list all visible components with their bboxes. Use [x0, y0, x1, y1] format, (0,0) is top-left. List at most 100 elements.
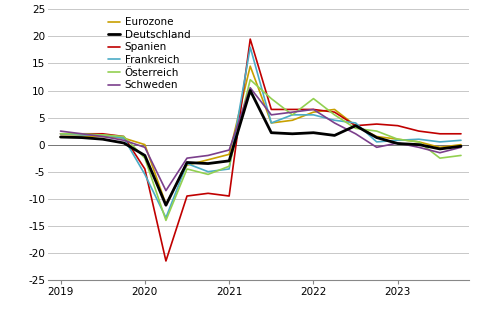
Deutschland — [142, 154, 148, 157]
Frankreich — [353, 121, 358, 125]
Spanien — [142, 167, 148, 171]
Österreich — [100, 133, 105, 137]
Schweden — [142, 146, 148, 149]
Eurozone — [79, 134, 84, 138]
Deutschland — [79, 136, 84, 139]
Spanien — [416, 129, 422, 133]
Deutschland — [353, 124, 358, 128]
Deutschland — [57, 135, 63, 139]
Deutschland — [289, 132, 295, 136]
Österreich — [226, 165, 232, 168]
Frankreich — [184, 162, 190, 165]
Schweden — [100, 135, 105, 138]
Spanien — [331, 110, 337, 114]
Spanien — [184, 194, 190, 198]
Österreich — [310, 97, 316, 100]
Frankreich — [205, 170, 211, 174]
Eurozone — [163, 202, 169, 206]
Eurozone — [374, 135, 379, 138]
Schweden — [205, 154, 211, 157]
Spanien — [163, 259, 169, 263]
Schweden — [289, 110, 295, 114]
Line: Österreich: Österreich — [60, 80, 461, 220]
Frankreich — [395, 138, 400, 142]
Deutschland — [121, 141, 126, 145]
Eurozone — [247, 64, 253, 68]
Eurozone — [226, 152, 232, 156]
Eurozone — [289, 118, 295, 122]
Spanien — [437, 132, 443, 136]
Line: Eurozone: Eurozone — [60, 66, 461, 204]
Frankreich — [142, 173, 148, 176]
Österreich — [374, 129, 379, 133]
Deutschland — [416, 143, 422, 146]
Österreich — [247, 78, 253, 81]
Spanien — [226, 194, 232, 198]
Frankreich — [79, 133, 84, 137]
Schweden — [79, 132, 84, 136]
Österreich — [395, 137, 400, 141]
Spanien — [353, 124, 358, 128]
Österreich — [268, 97, 274, 100]
Spanien — [268, 108, 274, 111]
Schweden — [226, 148, 232, 152]
Spanien — [395, 124, 400, 128]
Schweden — [184, 156, 190, 160]
Frankreich — [289, 113, 295, 117]
Spanien — [100, 132, 105, 136]
Eurozone — [331, 108, 337, 111]
Eurozone — [121, 136, 126, 140]
Schweden — [437, 151, 443, 155]
Schweden — [163, 189, 169, 193]
Spanien — [205, 192, 211, 195]
Schweden — [395, 141, 400, 145]
Eurozone — [142, 143, 148, 146]
Eurozone — [184, 163, 190, 167]
Österreich — [205, 173, 211, 176]
Eurozone — [416, 140, 422, 144]
Österreich — [353, 127, 358, 130]
Eurozone — [437, 146, 443, 149]
Eurozone — [100, 135, 105, 138]
Line: Schweden: Schweden — [60, 88, 461, 191]
Deutschland — [205, 162, 211, 165]
Legend: Eurozone, Deutschland, Spanien, Frankreich, Österreich, Schweden: Eurozone, Deutschland, Spanien, Frankrei… — [108, 17, 190, 90]
Eurozone — [205, 158, 211, 162]
Deutschland — [247, 89, 253, 92]
Deutschland — [100, 137, 105, 141]
Spanien — [374, 122, 379, 126]
Eurozone — [353, 124, 358, 128]
Schweden — [310, 108, 316, 111]
Deutschland — [310, 131, 316, 135]
Frankreich — [100, 133, 105, 137]
Deutschland — [437, 147, 443, 151]
Frankreich — [57, 132, 63, 136]
Schweden — [57, 129, 63, 133]
Frankreich — [416, 137, 422, 141]
Spanien — [247, 37, 253, 41]
Eurozone — [395, 137, 400, 141]
Deutschland — [458, 144, 464, 148]
Spanien — [121, 135, 126, 138]
Spanien — [57, 132, 63, 136]
Spanien — [79, 132, 84, 136]
Deutschland — [163, 203, 169, 207]
Österreich — [289, 113, 295, 117]
Deutschland — [226, 159, 232, 163]
Schweden — [268, 113, 274, 117]
Spanien — [310, 108, 316, 111]
Deutschland — [331, 133, 337, 137]
Österreich — [416, 140, 422, 144]
Österreich — [184, 167, 190, 171]
Schweden — [458, 146, 464, 149]
Frankreich — [121, 136, 126, 140]
Line: Frankreich: Frankreich — [60, 47, 461, 218]
Deutschland — [184, 160, 190, 164]
Eurozone — [310, 110, 316, 114]
Schweden — [247, 86, 253, 90]
Österreich — [163, 219, 169, 222]
Frankreich — [310, 113, 316, 117]
Frankreich — [268, 121, 274, 125]
Line: Deutschland: Deutschland — [60, 91, 461, 205]
Deutschland — [268, 131, 274, 135]
